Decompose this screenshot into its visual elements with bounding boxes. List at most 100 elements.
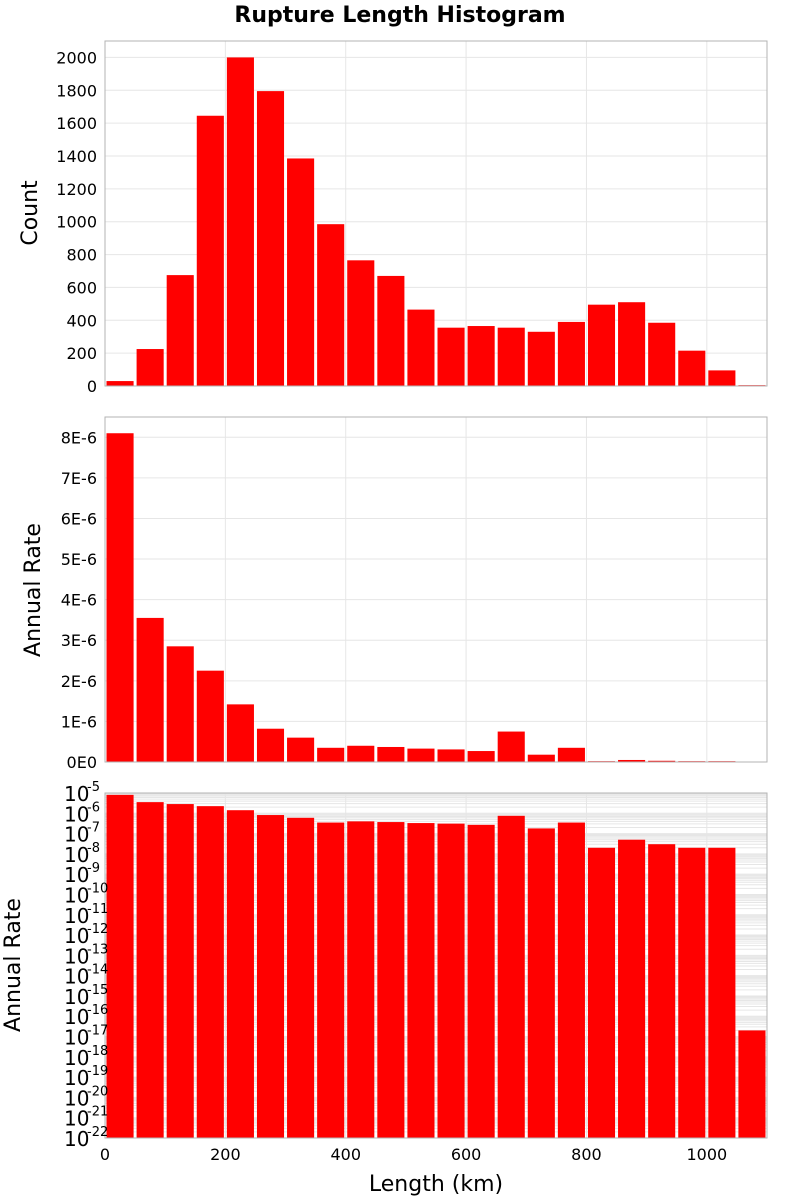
bar [196,670,224,762]
plot-frame [104,40,768,387]
x-tick-label: 800 [571,1145,602,1164]
y-tick-label: 6E-6 [61,509,97,528]
y-tick-label-exponent: -6 [87,800,100,815]
bar [557,747,585,762]
y-tick-label: 2E-6 [61,672,97,691]
bar [497,815,525,1138]
bar [317,224,345,386]
bar [527,828,555,1138]
y-tick-label-base: 10 [64,863,89,887]
y-tick-label-exponent: -9 [87,861,100,876]
bar [618,759,646,762]
bar [136,802,164,1138]
bar [648,322,676,386]
plot-frame [104,792,768,1139]
y-tick-label: 0 [87,377,97,396]
bar [587,847,616,1138]
bar [347,260,375,386]
bar [287,158,315,386]
y-axis-label: Annual Rate [1,898,26,1032]
y-tick-label: 8E-6 [61,428,97,447]
bar [196,115,224,386]
y-tick-label-base: 10 [64,1046,89,1070]
bar [497,327,525,386]
chart-panels: 0200400600800100012001400160018002000Cou… [1,40,768,1164]
bar [708,847,736,1138]
bar [136,349,164,386]
y-tick-label-base: 10 [64,802,89,826]
y-tick-labels: 0E0 1E-6 2E-6 3E-6 4E-6 5E-6 6E-6 7E-6 8E-6 [61,428,97,772]
x-axis-label: Length (km) [369,1172,503,1197]
bar [467,824,495,1138]
bar [467,326,495,386]
bar [287,737,315,762]
bar [557,822,585,1138]
y-tick-label-base: 10 [64,944,89,968]
bar [256,91,285,386]
y-tick-label-base: 10 [64,924,89,948]
bar [166,646,194,762]
bar [166,275,194,386]
bar [678,350,706,386]
bar [618,302,646,386]
bar [437,327,465,386]
bar [587,304,616,386]
bar [618,839,646,1138]
x-tick-label: 1000 [686,1145,727,1164]
bar [166,804,194,1138]
bar [527,331,555,386]
bar [377,275,405,386]
bar [377,822,405,1138]
bar [317,747,345,762]
bar [738,1030,766,1138]
y-tick-labels: 10-510-610-710-810-910-1010-1110-1210-13… [64,780,108,1151]
panel-rate-linear: 0E0 1E-6 2E-6 3E-6 4E-6 5E-6 6E-6 7E-6 8E-6 Annua… [21,416,768,772]
y-tick-label-base: 10 [64,782,89,806]
bar [648,844,676,1138]
bar [347,745,375,762]
y-tick-label-base: 10 [64,883,89,907]
y-tick-label-base: 10 [64,1086,89,1110]
y-tick-label-base: 10 [64,985,89,1009]
x-tick-label: 400 [330,1145,361,1164]
y-tick-label: 1400 [56,147,97,166]
bar [467,751,495,762]
bar [407,748,435,762]
bar [226,57,254,387]
y-tick-label-exponent: -15 [87,983,108,998]
plot-frame [104,416,768,763]
y-tick-label: 4E-6 [61,591,97,610]
bar [527,754,555,762]
y-tick-label-exponent: -21 [87,1105,108,1120]
y-tick-label: 1E-6 [61,712,97,731]
bar [437,823,465,1138]
bar [287,817,315,1138]
panel-count: 0 200 400 600 800 1000 1200 1400 1600 1800 2000 Cou… [18,40,768,396]
bars [106,57,766,387]
y-tick-label: 1000 [56,213,97,232]
y-tick-label-exponent: -5 [87,780,100,795]
y-tick-label: 7E-6 [61,469,97,488]
y-axis-label: Annual Rate [21,523,46,657]
y-tick-label-base: 10 [64,904,89,928]
bars [106,794,766,1138]
y-tick-label-exponent: -16 [87,1003,108,1018]
y-tick-label: 5E-6 [61,550,97,569]
y-tick-label: 600 [66,278,97,297]
bar [196,806,224,1138]
y-tick-label: 0E0 [67,753,97,772]
bars [106,433,736,762]
y-tick-label-exponent: -11 [87,902,108,917]
y-tick-label-exponent: -22 [87,1125,108,1140]
y-tick-label-base: 10 [64,1066,89,1090]
y-tick-label-exponent: -10 [87,881,108,896]
y-tick-label: 1800 [56,81,97,100]
bar [407,823,435,1138]
bar [106,433,134,762]
bar [106,381,134,386]
bar [708,370,736,386]
bar [256,815,285,1138]
y-tick-label: 400 [66,311,97,330]
x-tick-label: 600 [451,1145,482,1164]
bar [377,746,405,762]
